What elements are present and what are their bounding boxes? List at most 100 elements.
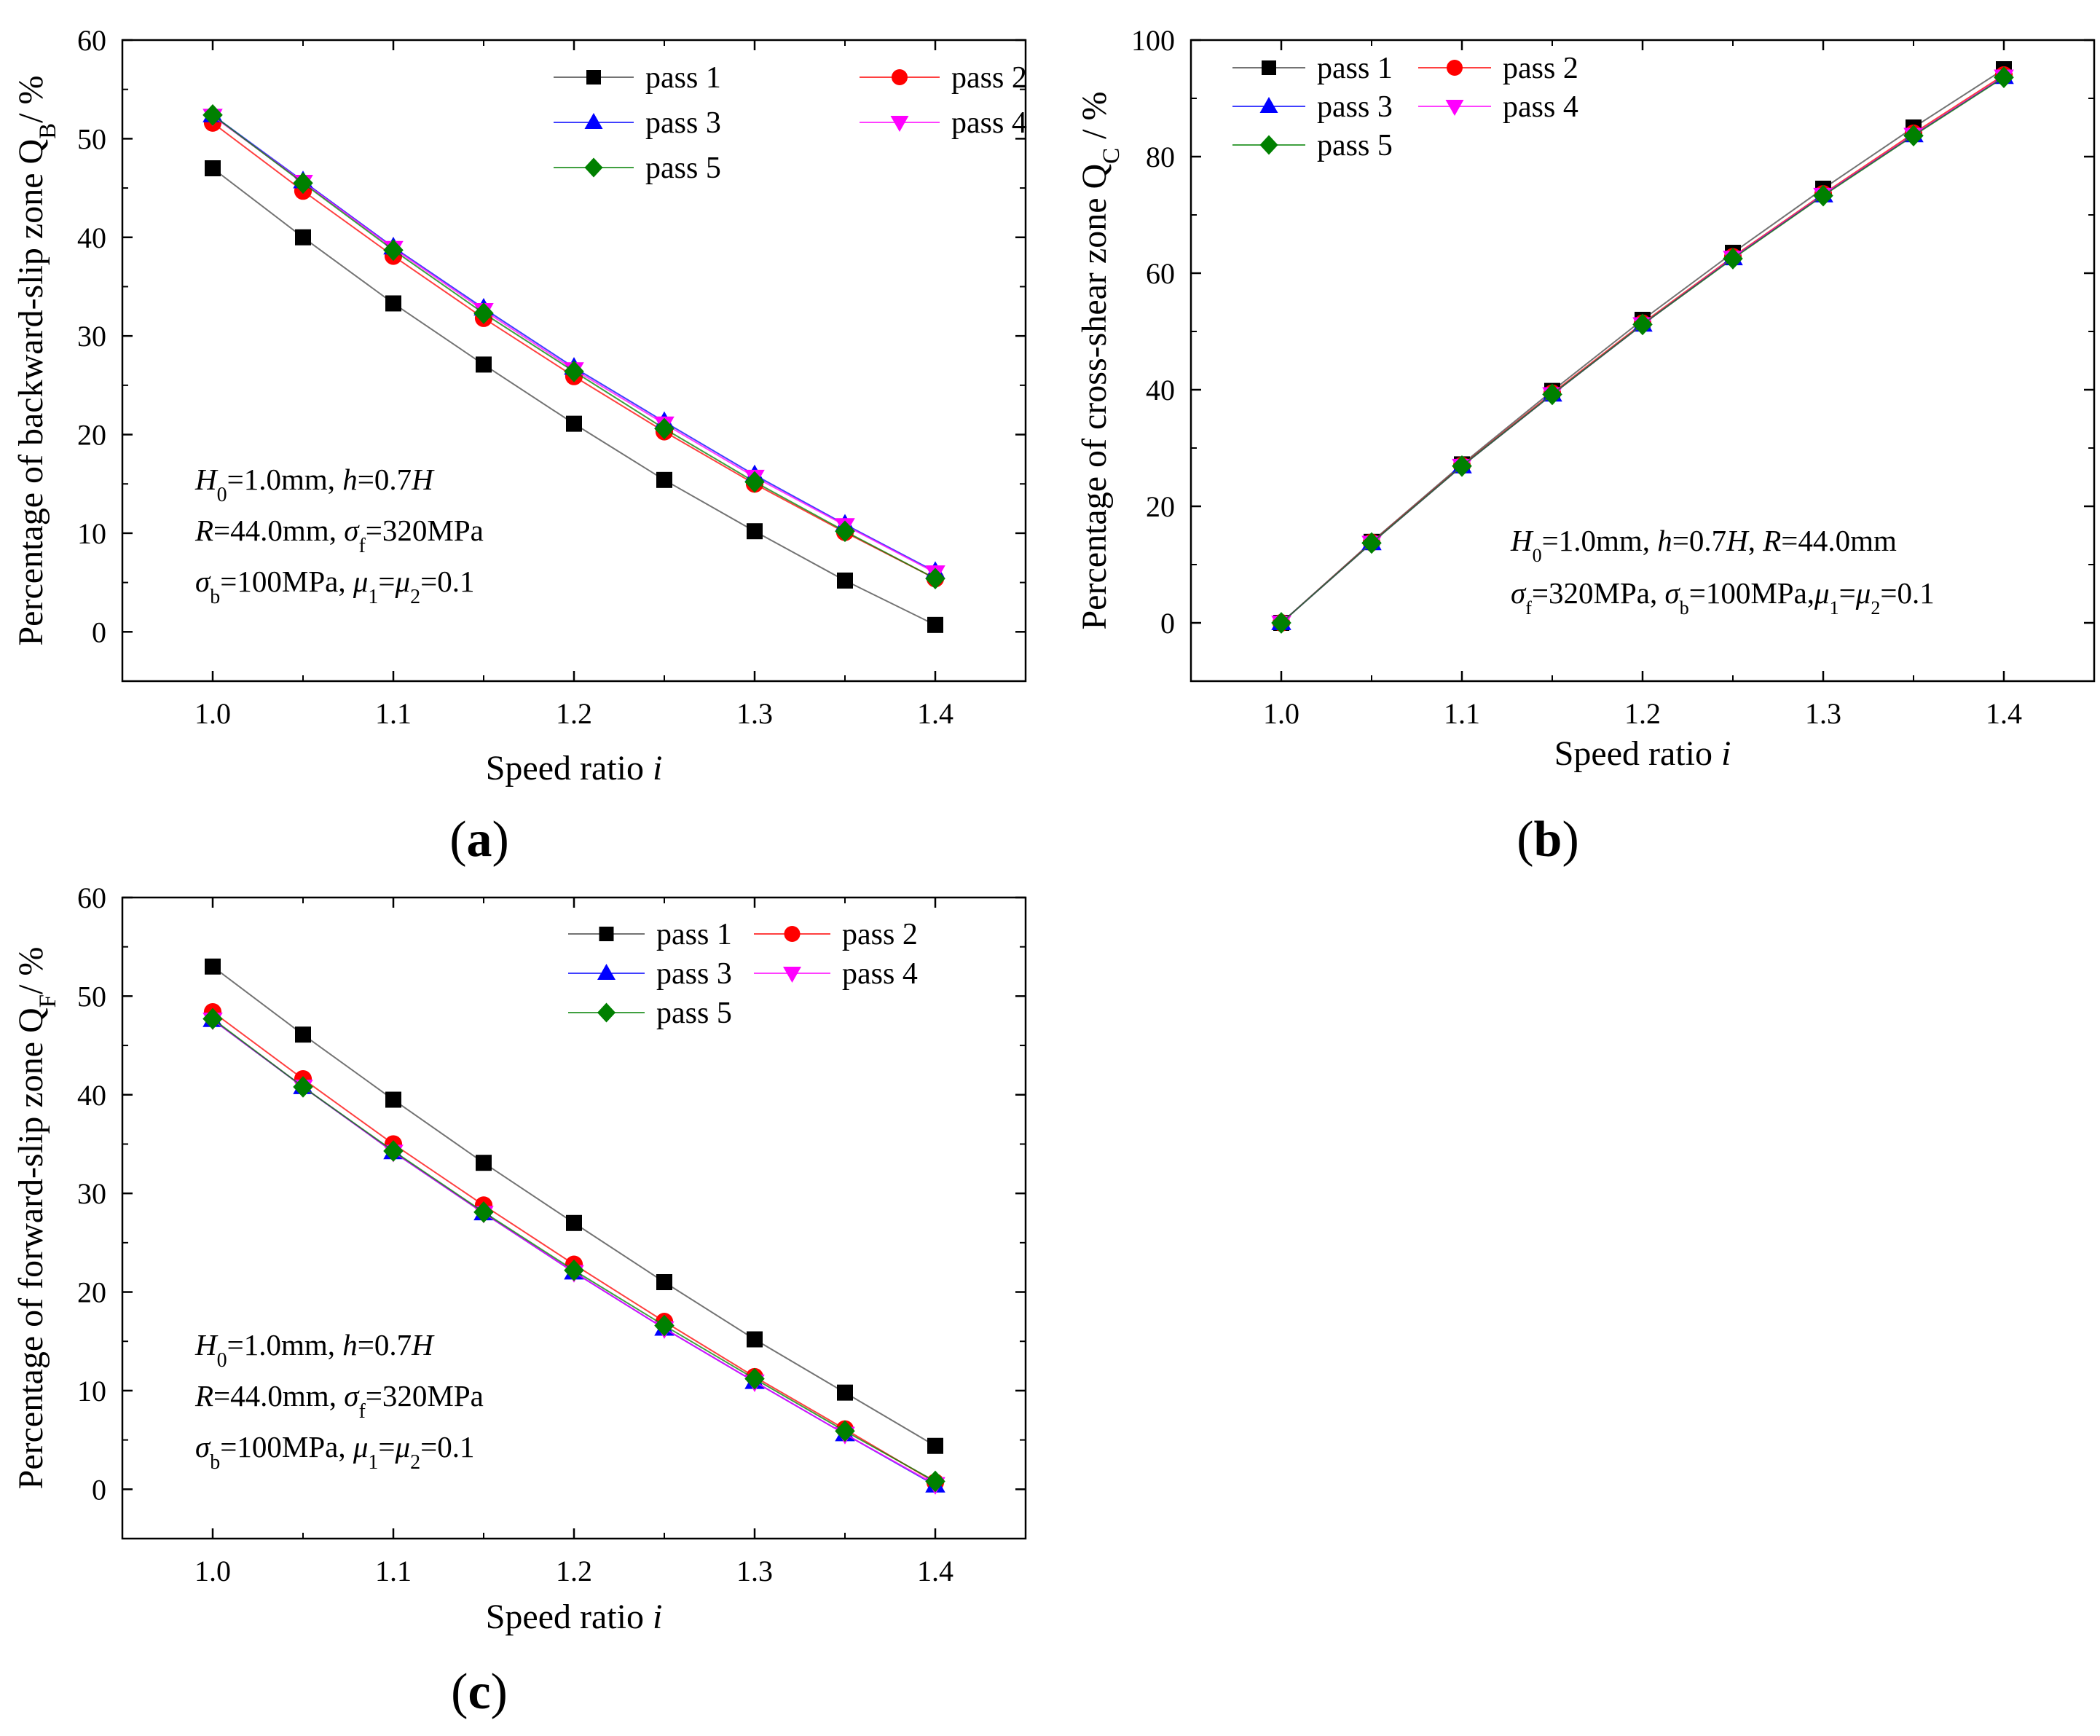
legend-marker — [597, 1003, 616, 1023]
data-point — [295, 229, 311, 246]
y-tick-label: 20 — [77, 419, 106, 452]
y-tick-label: 50 — [77, 122, 106, 155]
legend-item-3: pass 3 — [554, 106, 721, 140]
legend-item-1: pass 1 — [568, 918, 732, 951]
x-tick-label: 1.1 — [375, 697, 412, 730]
legend-label: pass 3 — [656, 957, 732, 991]
data-point — [925, 567, 945, 589]
legend-marker — [1260, 135, 1278, 155]
legend-label: pass 2 — [842, 918, 918, 951]
panel-label: (a) — [449, 812, 509, 868]
data-point — [385, 1092, 401, 1108]
y-tick-label: 80 — [1146, 141, 1175, 173]
legend-label: pass 5 — [1317, 129, 1393, 162]
legend-marker — [585, 158, 603, 178]
legend-label: pass 1 — [1317, 52, 1393, 85]
y-tick-label: 30 — [77, 1177, 106, 1210]
annotation-line: R=44.0mm, σf=320MPa — [194, 1379, 484, 1423]
legend-item-4: pass 4 — [860, 106, 1027, 140]
legend: pass 1 pass 2 pass 3 pass 4 pass 5 — [568, 918, 918, 1030]
y-tick-label: 100 — [1131, 24, 1175, 57]
legend-marker — [784, 926, 801, 942]
y-tick-label: 0 — [1160, 607, 1175, 640]
x-tick-label: 1.4 — [917, 697, 953, 730]
x-tick-label: 1.1 — [375, 1555, 412, 1587]
legend-label: pass 1 — [645, 61, 721, 95]
legend-item-5: pass 5 — [1232, 129, 1393, 162]
data-point — [656, 1274, 672, 1290]
y-tick-label: 0 — [92, 616, 106, 648]
data-point — [476, 356, 492, 372]
legend-marker — [1447, 60, 1463, 76]
y-tick-label: 0 — [92, 1473, 106, 1506]
y-tick-label: 20 — [1146, 490, 1175, 523]
legend-item-5: pass 5 — [554, 152, 721, 185]
legend-item-2: pass 2 — [754, 918, 918, 951]
y-tick-label: 30 — [77, 320, 106, 353]
series-5 — [202, 1008, 945, 1493]
series-line — [213, 115, 935, 572]
annotation-line: σb=100MPa, μ1=μ2=0.1 — [195, 565, 475, 608]
data-point — [566, 416, 582, 432]
legend-label: pass 3 — [645, 106, 721, 140]
panel-label: (c) — [451, 1664, 508, 1720]
series-line — [213, 1020, 935, 1485]
x-tick-label: 1.0 — [1263, 697, 1299, 730]
y-tick-label: 50 — [77, 980, 106, 1013]
x-tick-label: 1.3 — [736, 697, 773, 730]
data-point — [747, 523, 763, 539]
annotation-line: σf=320MPa, σb=100MPa,μ1=μ2=0.1 — [1511, 576, 1935, 618]
legend-marker — [891, 116, 909, 132]
data-point — [656, 472, 672, 488]
x-tick-label: 1.3 — [736, 1555, 773, 1587]
legend-label: pass 2 — [1503, 52, 1578, 85]
legend-marker — [1446, 100, 1464, 116]
y-tick-label: 10 — [77, 1375, 106, 1407]
legend-label: pass 3 — [1317, 90, 1393, 124]
legend-marker — [597, 964, 616, 980]
legend: pass 1 pass 2 pass 3 pass 4 pass 5 — [554, 61, 1027, 185]
x-tick-label: 1.4 — [1986, 697, 2022, 730]
x-tick-label: 1.3 — [1805, 697, 1841, 730]
x-axis-title: Speed ratio i — [486, 749, 663, 788]
series-3 — [202, 1010, 945, 1493]
legend-marker — [892, 69, 908, 85]
legend-marker — [586, 70, 601, 85]
y-axis-title: Percentage of forward-slip zone QF/ % — [12, 947, 61, 1490]
annotation-line: H0=1.0mm, h=0.7H, R=44.0mm — [1510, 524, 1897, 566]
legend-marker — [1260, 97, 1278, 113]
series-line — [213, 123, 935, 578]
y-axis-title: Percentage of backward-slip zone QB/ % — [12, 75, 61, 645]
series-line — [213, 115, 935, 578]
series-2 — [204, 1003, 944, 1491]
legend-item-2: pass 2 — [860, 61, 1027, 95]
data-point — [837, 1385, 853, 1401]
y-tick-label: 60 — [1146, 257, 1175, 290]
annotation-line: R=44.0mm, σf=320MPa — [194, 514, 484, 557]
data-point — [747, 1332, 763, 1348]
y-tick-label: 40 — [1146, 374, 1175, 406]
legend-label: pass 5 — [645, 152, 721, 185]
legend-item-1: pass 1 — [554, 61, 721, 95]
legend-label: pass 1 — [656, 918, 732, 951]
panel-c: 1.0 1.1 1.2 1.3 1.4 0 10 20 30 40 50 60 Speed ratio … — [12, 881, 1026, 1720]
legend-label: pass 4 — [1503, 90, 1578, 124]
series-line — [213, 168, 935, 625]
panel-b: 1.0 1.1 1.2 1.3 1.4020406080100Speed ratio i… — [1075, 24, 2094, 868]
legend-label: pass 2 — [951, 61, 1027, 95]
y-tick-label: 60 — [77, 24, 106, 57]
x-tick-label: 1.2 — [1624, 697, 1661, 730]
data-point — [205, 160, 221, 176]
x-tick-label: 1.0 — [194, 1555, 231, 1587]
legend-item-2: pass 2 — [1418, 52, 1578, 85]
y-tick-label: 40 — [77, 1079, 106, 1112]
legend-marker — [599, 927, 614, 941]
data-point — [385, 295, 401, 311]
legend-item-5: pass 5 — [568, 997, 732, 1030]
y-tick-label: 10 — [77, 517, 106, 550]
x-tick-label: 1.2 — [556, 697, 592, 730]
series-3 — [202, 105, 945, 579]
data-point — [927, 1438, 943, 1454]
legend-item-4: pass 4 — [1418, 90, 1578, 124]
data-point — [205, 959, 221, 975]
